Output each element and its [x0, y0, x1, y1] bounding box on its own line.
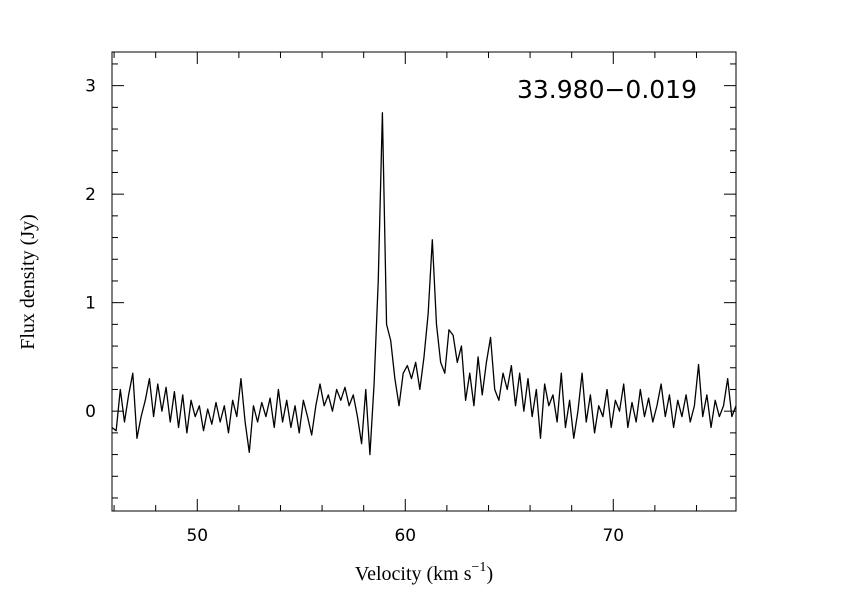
y-tick-label: 1	[85, 294, 96, 314]
x-tick-label: 50	[186, 526, 208, 546]
x-axis-label-close: )	[486, 563, 493, 585]
y-axis-label: Flux density (Jy)	[17, 214, 39, 350]
y-tick-label: 0	[85, 402, 96, 422]
x-axis-label: Velocity (km s−1)	[355, 560, 493, 585]
x-axis-label-text: Velocity (km s	[355, 563, 472, 585]
x-tick-label: 60	[394, 526, 416, 546]
x-axis-label-exponent: −1	[472, 560, 487, 575]
y-tick-label: 2	[85, 185, 96, 205]
plot-frame	[111, 51, 737, 512]
chart-title: 33.980−0.019	[517, 75, 697, 104]
x-tick-label: 70	[602, 526, 624, 546]
spectrum-line	[111, 112, 737, 456]
y-tick-label: 3	[85, 77, 96, 97]
